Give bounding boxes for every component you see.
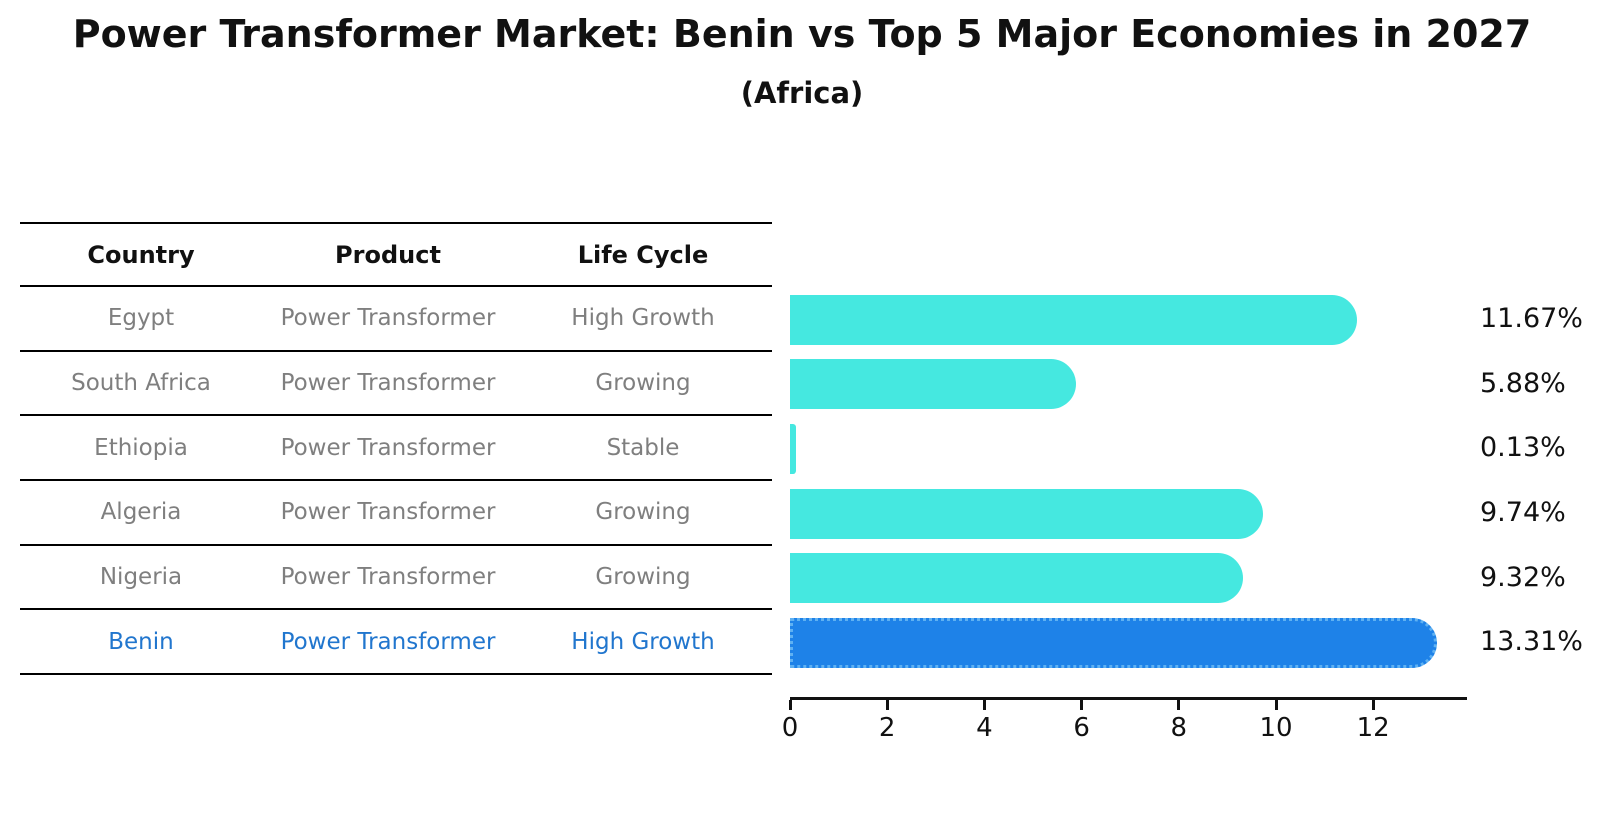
value-label-ethiopia: 0.13% [1480, 432, 1566, 464]
table-cell-country: Benin [108, 628, 174, 655]
bar-chart: 11.67% 5.88% 0.13% 9.74% 9.32% 13.31% 0 2 4 6 8 10… [782, 287, 1604, 787]
table-row-south-africa: South Africa Power Transformer Growing [20, 352, 772, 417]
table-cell-life-cycle: Growing [595, 563, 691, 590]
x-tick-label-4: 4 [976, 713, 993, 743]
table-row-nigeria: Nigeria Power Transformer Growing [20, 546, 772, 611]
x-tick-0 [788, 700, 792, 710]
bar-nigeria [790, 553, 1243, 604]
table-cell-product: Power Transformer [280, 628, 496, 655]
table-header-cell-product: Product [335, 240, 441, 269]
table-cell-life-cycle: Stable [606, 434, 680, 461]
table-cell-product: Power Transformer [280, 305, 496, 332]
table-row-egypt: Egypt Power Transformer High Growth [20, 287, 772, 352]
x-tick-label-8: 8 [1170, 713, 1188, 743]
table-cell-country: South Africa [71, 369, 211, 396]
value-label-south-africa: 5.88% [1480, 367, 1566, 399]
x-tick-6 [1080, 700, 1084, 710]
table-cell-life-cycle: High Growth [571, 628, 715, 655]
x-tick-10 [1274, 700, 1278, 710]
table-cell-product: Power Transformer [280, 499, 496, 526]
table-header-cell-country: Country [87, 240, 195, 269]
table-row-algeria: Algeria Power Transformer Growing [20, 481, 772, 546]
x-tick-2 [885, 700, 889, 710]
value-label-algeria: 9.74% [1480, 497, 1566, 528]
bar-algeria [790, 488, 1264, 539]
table-cell-country: Nigeria [99, 563, 183, 590]
bar-egypt [790, 294, 1358, 345]
x-tick-label-10: 10 [1259, 713, 1293, 743]
table-body: Egypt Power Transformer High Growth South A… [20, 287, 772, 675]
x-tick-label-2: 2 [878, 713, 896, 743]
country-table: Country Product Life Cycle Egypt Power Tran… [20, 222, 772, 675]
table-cell-country: Ethiopia [94, 434, 188, 461]
value-label-nigeria: 9.32% [1480, 561, 1566, 593]
value-label-benin: 13.31% [1480, 626, 1583, 658]
table-cell-product: Power Transformer [280, 434, 496, 461]
chart-title: Power Transformer Market: Benin vs Top 5… [72, 12, 1532, 56]
table-header-cell-life-cycle: Life Cycle [577, 240, 709, 269]
x-tick-label-12: 12 [1356, 713, 1390, 743]
table-row-benin: Benin Power Transformer High Growth [20, 610, 772, 675]
chart-subtitle: (Africa) [740, 76, 864, 110]
bar-benin [790, 617, 1437, 668]
x-tick-12 [1371, 700, 1375, 710]
table-header-row: Country Product Life Cycle [20, 222, 772, 287]
table-cell-product: Power Transformer [280, 563, 496, 590]
table-row-ethiopia: Ethiopia Power Transformer Stable [20, 416, 772, 481]
bar-south-africa [790, 359, 1076, 410]
table-cell-product: Power Transformer [280, 369, 496, 396]
bar-ethiopia [790, 423, 797, 474]
table-cell-life-cycle: High Growth [571, 305, 715, 332]
x-tick-4 [982, 700, 986, 710]
value-label-egypt: 11.67% [1480, 303, 1583, 334]
x-tick-label-6: 6 [1073, 713, 1090, 743]
table-cell-life-cycle: Growing [595, 369, 691, 396]
x-axis-line [790, 697, 1467, 700]
table-cell-country: Algeria [100, 499, 182, 526]
x-tick-8 [1177, 700, 1181, 710]
x-tick-label-0: 0 [781, 713, 799, 743]
table-cell-country: Egypt [107, 305, 175, 332]
table-cell-life-cycle: Growing [595, 499, 691, 526]
